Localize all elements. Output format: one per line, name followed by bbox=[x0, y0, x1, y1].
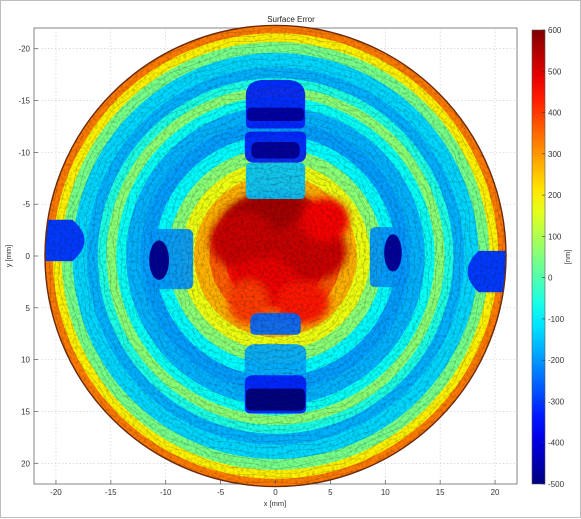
y-tick-label: -15 bbox=[18, 97, 30, 106]
colorbar-tick-label: 300 bbox=[548, 150, 562, 159]
x-tick-label: 0 bbox=[273, 488, 278, 497]
contour-texture bbox=[44, 28, 507, 484]
surface-error-map bbox=[44, 25, 507, 487]
contour-line bbox=[201, 181, 351, 331]
x-tick-label: -20 bbox=[50, 488, 62, 497]
contour-line bbox=[164, 146, 385, 366]
contour-line bbox=[262, 242, 289, 270]
x-tick-label: 15 bbox=[436, 488, 445, 497]
aperture-edge bbox=[44, 24, 507, 488]
contour-line bbox=[226, 205, 325, 306]
colorbar-tick-label: 400 bbox=[548, 109, 562, 118]
contour-line bbox=[178, 159, 373, 353]
contour-line bbox=[155, 134, 396, 376]
colorbar-tick-label: 100 bbox=[548, 232, 562, 241]
y-tick-label: -5 bbox=[23, 200, 31, 209]
contour-line bbox=[112, 93, 439, 418]
x-tick-label: 10 bbox=[381, 488, 390, 497]
contour-line bbox=[77, 57, 476, 456]
contour-line bbox=[124, 105, 428, 408]
contour-line bbox=[243, 224, 307, 288]
colorbar bbox=[531, 29, 546, 485]
y-tick-label: 20 bbox=[21, 459, 30, 468]
colorbar-tick-label: -500 bbox=[548, 480, 565, 489]
colorbar-tick-label: 200 bbox=[548, 191, 562, 200]
contour-line bbox=[195, 177, 356, 336]
y-tick-label: 5 bbox=[26, 304, 31, 313]
colorbar-tick-label: 500 bbox=[548, 67, 562, 76]
axis-ticks: -20 -15 -10 -5 0 5 10 15 20 -20 -15 -10 -5 0 5 10 15 20 bbox=[18, 45, 500, 497]
x-tick-label: 20 bbox=[491, 488, 500, 497]
contour-line bbox=[53, 32, 499, 479]
colorbar-tick-label: 0 bbox=[548, 274, 553, 283]
contour-line bbox=[214, 195, 338, 317]
contour-line bbox=[105, 86, 446, 426]
chart-title: Surface Error bbox=[267, 15, 315, 24]
contour-line bbox=[92, 73, 457, 437]
y-tick-label: 15 bbox=[21, 407, 30, 416]
contour-line bbox=[237, 218, 313, 294]
contour-line bbox=[256, 237, 295, 275]
colorbar-label: [nm] bbox=[563, 250, 572, 265]
contour-line bbox=[63, 43, 490, 470]
y-tick-label: -20 bbox=[18, 45, 30, 54]
x-tick-label: -15 bbox=[105, 488, 117, 497]
y-axis-label: y [mm] bbox=[4, 245, 13, 268]
colorbar-ticks: 600 500 400 300 200 100 0 -100 -200 -300 -400 -500 bbox=[542, 26, 565, 489]
colorbar-tick-label: -400 bbox=[548, 439, 565, 448]
contour-line bbox=[83, 63, 468, 448]
contour-line bbox=[221, 201, 331, 310]
y-tick-label: 10 bbox=[21, 356, 30, 365]
colorbar-tick-label: -100 bbox=[548, 315, 565, 324]
contour-line bbox=[185, 165, 367, 347]
x-axis-label: x [mm] bbox=[264, 499, 287, 508]
colorbar-tick-label: -200 bbox=[548, 356, 565, 365]
y-tick-label: 0 bbox=[26, 252, 31, 261]
x-tick-label: 5 bbox=[328, 488, 333, 497]
contour-line bbox=[129, 110, 423, 403]
contour-line bbox=[159, 139, 391, 371]
x-tick-label: -5 bbox=[217, 488, 225, 497]
contour-line bbox=[57, 38, 495, 474]
contour-line bbox=[88, 68, 462, 442]
y-tick-label: -10 bbox=[18, 148, 30, 157]
contour-line bbox=[172, 152, 379, 360]
contour-lines bbox=[46, 26, 505, 484]
contour-line bbox=[98, 79, 451, 432]
contour-line bbox=[46, 26, 505, 484]
contour-line bbox=[149, 130, 403, 383]
contour-line bbox=[119, 99, 433, 413]
contour-line bbox=[136, 115, 417, 398]
colorbar-tick-label: 600 bbox=[548, 26, 562, 35]
contour-line bbox=[208, 187, 344, 325]
contour-line bbox=[250, 230, 301, 282]
colorbar-tick-label: -300 bbox=[548, 397, 565, 406]
contour-line bbox=[191, 171, 361, 341]
x-tick-label: -10 bbox=[160, 488, 172, 497]
contour-line bbox=[231, 212, 319, 300]
contour-line bbox=[70, 49, 482, 464]
contour-line bbox=[143, 122, 410, 391]
